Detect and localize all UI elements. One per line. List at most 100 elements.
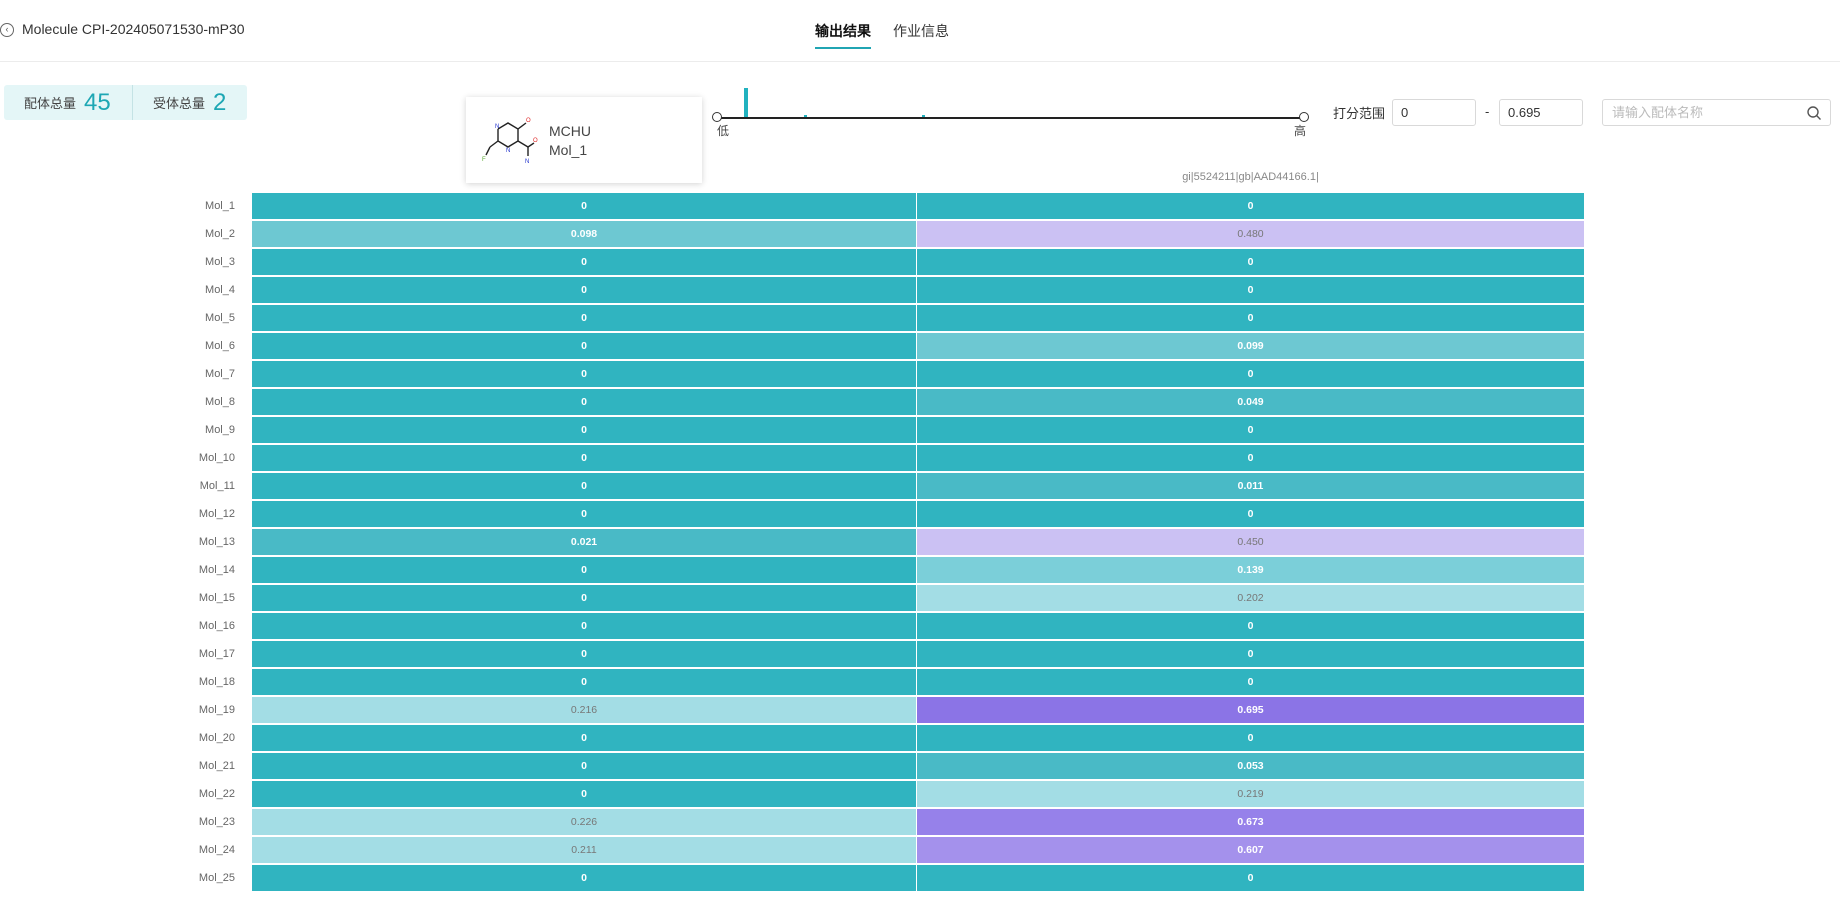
- histogram-bar: [744, 88, 748, 117]
- heatmap-cell[interactable]: 0: [252, 249, 916, 275]
- heatmap-cell[interactable]: 0: [252, 193, 916, 219]
- heatmap-cell[interactable]: 0: [917, 641, 1584, 667]
- receptor-total-stat: 受体总量 2: [132, 85, 226, 120]
- receptor-total-label: 受体总量: [153, 96, 206, 111]
- heatmap-cell[interactable]: 0.021: [252, 529, 916, 555]
- row-label: Mol_6: [205, 340, 235, 352]
- heatmap-cell[interactable]: 0.202: [917, 585, 1584, 611]
- heatmap-cell[interactable]: 0: [917, 249, 1584, 275]
- heatmap-cell[interactable]: 0.211: [252, 837, 916, 863]
- heatmap-cell[interactable]: 0.139: [917, 557, 1584, 583]
- score-range-label: 打分范围: [1333, 106, 1386, 121]
- molecule-id: Mol_1: [549, 142, 588, 158]
- slider-high-label: 高: [1294, 124, 1307, 138]
- score-distribution-slider: 低 高: [712, 80, 1312, 140]
- row-label: Mol_5: [205, 312, 235, 324]
- svg-text:N: N: [506, 148, 510, 154]
- row-label: Mol_4: [205, 284, 235, 296]
- slider-min-handle[interactable]: [712, 112, 722, 122]
- tab-output-results[interactable]: 输出结果: [815, 21, 871, 49]
- heatmap-cell[interactable]: 0: [252, 641, 916, 667]
- heatmap-cell[interactable]: 0.216: [252, 697, 916, 723]
- heatmap-cell[interactable]: 0: [252, 361, 916, 387]
- column-header: gi|5524211|gb|AAD44166.1|: [1182, 171, 1319, 183]
- heatmap-cell[interactable]: 0: [252, 501, 916, 527]
- row-label: Mol_16: [198, 620, 235, 632]
- row-label: Mol_7: [205, 368, 235, 380]
- svg-text:F: F: [482, 157, 486, 163]
- range-dash: -: [1485, 104, 1490, 119]
- slider-track[interactable]: [718, 117, 1308, 119]
- heatmap-cell[interactable]: 0: [252, 753, 916, 779]
- heatmap-cell[interactable]: 0: [917, 613, 1584, 639]
- heatmap-cell[interactable]: 0: [917, 501, 1584, 527]
- heatmap-cell[interactable]: 0: [252, 417, 916, 443]
- heatmap-cell[interactable]: 0.053: [917, 753, 1584, 779]
- ligand-total-stat: 配体总量 45: [4, 85, 132, 120]
- heatmap-cell[interactable]: 0.450: [917, 529, 1584, 555]
- slider-max-handle[interactable]: [1299, 112, 1309, 122]
- row-label: Mol_14: [198, 564, 235, 576]
- heatmap-cell[interactable]: 0: [252, 781, 916, 807]
- row-label: Mol_23: [198, 816, 235, 828]
- heatmap-cell[interactable]: 0: [252, 613, 916, 639]
- heatmap-cell[interactable]: 0: [252, 669, 916, 695]
- job-title: Molecule CPI-202405071530-mP30: [22, 21, 245, 37]
- heatmap-cell[interactable]: 0: [252, 585, 916, 611]
- heatmap-cell[interactable]: 0: [917, 305, 1584, 331]
- heatmap-cell[interactable]: 0: [252, 725, 916, 751]
- row-label: Mol_20: [198, 732, 235, 744]
- heatmap-cell[interactable]: 0.226: [252, 809, 916, 835]
- heatmap-cell[interactable]: 0: [252, 473, 916, 499]
- heatmap-cell[interactable]: 0: [252, 557, 916, 583]
- heatmap-cell[interactable]: 0: [917, 277, 1584, 303]
- row-label: Mol_12: [198, 508, 235, 520]
- ligand-search: [1602, 99, 1831, 126]
- heatmap-cell[interactable]: 0.695: [917, 697, 1584, 723]
- heatmap-cell[interactable]: 0: [917, 445, 1584, 471]
- row-label: Mol_10: [198, 452, 235, 464]
- heatmap-cell[interactable]: 0: [917, 417, 1584, 443]
- receptor-total-value: 2: [213, 88, 227, 116]
- heatmap-cell[interactable]: 0.219: [917, 781, 1584, 807]
- row-label: Mol_8: [205, 396, 235, 408]
- ligand-total-label: 配体总量: [24, 96, 77, 111]
- row-label: Mol_11: [199, 480, 235, 492]
- heatmap-cell[interactable]: 0.049: [917, 389, 1584, 415]
- svg-text:O: O: [533, 138, 538, 144]
- heatmap-cell[interactable]: 0: [252, 305, 916, 331]
- row-label: Mol_24: [198, 844, 235, 856]
- row-label: Mol_18: [198, 676, 235, 688]
- heatmap-cell[interactable]: 0: [252, 445, 916, 471]
- heatmap-cell[interactable]: 0: [252, 865, 916, 891]
- row-label: Mol_15: [198, 592, 235, 604]
- heatmap-cell[interactable]: 0.098: [252, 221, 916, 247]
- heatmap-cell[interactable]: 0: [252, 277, 916, 303]
- score-heatmap: gi|5524211|gb|AAD44166.1| Mol_1 0 0 Mol_2 0.0…: [0, 168, 1840, 908]
- heatmap-cell[interactable]: 0: [917, 193, 1584, 219]
- heatmap-cell[interactable]: 0: [917, 725, 1584, 751]
- top-header: ‹ Molecule CPI-202405071530-mP30 输出结果 作业…: [0, 0, 1840, 62]
- heatmap-cell[interactable]: 0: [917, 361, 1584, 387]
- molecule-name: MCHU: [549, 123, 591, 139]
- ligand-search-input[interactable]: [1603, 100, 1803, 125]
- heatmap-cell[interactable]: 0: [252, 333, 916, 359]
- heatmap-cell[interactable]: 0: [252, 389, 916, 415]
- score-min-input[interactable]: [1392, 99, 1476, 126]
- heatmap-cell[interactable]: 0.607: [917, 837, 1584, 863]
- row-label: Mol_17: [198, 648, 235, 660]
- score-max-input[interactable]: [1499, 99, 1583, 126]
- heatmap-cell[interactable]: 0.011: [917, 473, 1584, 499]
- heatmap-cell[interactable]: 0: [917, 865, 1584, 891]
- tab-job-info[interactable]: 作业信息: [893, 23, 949, 39]
- search-icon[interactable]: [1806, 105, 1822, 121]
- heatmap-cell[interactable]: 0.099: [917, 333, 1584, 359]
- histogram-bar: [922, 115, 925, 117]
- heatmap-cell[interactable]: 0.480: [917, 221, 1584, 247]
- back-icon[interactable]: ‹: [0, 23, 14, 37]
- heatmap-cell[interactable]: 0: [917, 669, 1584, 695]
- heatmap-cell[interactable]: 0.673: [917, 809, 1584, 835]
- stats-panel: 配体总量 45 受体总量 2: [4, 85, 247, 120]
- row-label: Mol_21: [198, 760, 235, 772]
- molecule-tooltip: N N N O O F MCHU Mol_1: [466, 97, 702, 183]
